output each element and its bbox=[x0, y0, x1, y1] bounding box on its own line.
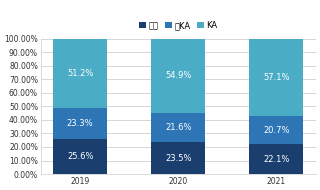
Bar bbox=[151, 113, 205, 142]
Bar bbox=[249, 39, 303, 116]
Bar bbox=[249, 144, 303, 174]
Text: 23.3%: 23.3% bbox=[67, 119, 93, 128]
Text: 54.9%: 54.9% bbox=[165, 71, 191, 80]
Bar bbox=[151, 39, 205, 113]
Text: 51.2%: 51.2% bbox=[67, 69, 93, 78]
Bar bbox=[53, 38, 107, 108]
Bar bbox=[249, 116, 303, 144]
Legend: 单体, 非KA, KA: 单体, 非KA, KA bbox=[139, 21, 217, 30]
Bar bbox=[53, 108, 107, 139]
Text: 23.5%: 23.5% bbox=[165, 154, 191, 163]
Text: 25.6%: 25.6% bbox=[67, 152, 93, 161]
Text: 22.1%: 22.1% bbox=[263, 155, 290, 164]
Bar bbox=[53, 139, 107, 174]
Text: 20.7%: 20.7% bbox=[263, 126, 290, 135]
Bar bbox=[151, 142, 205, 174]
Text: 57.1%: 57.1% bbox=[263, 73, 290, 82]
Text: 21.6%: 21.6% bbox=[165, 123, 191, 132]
